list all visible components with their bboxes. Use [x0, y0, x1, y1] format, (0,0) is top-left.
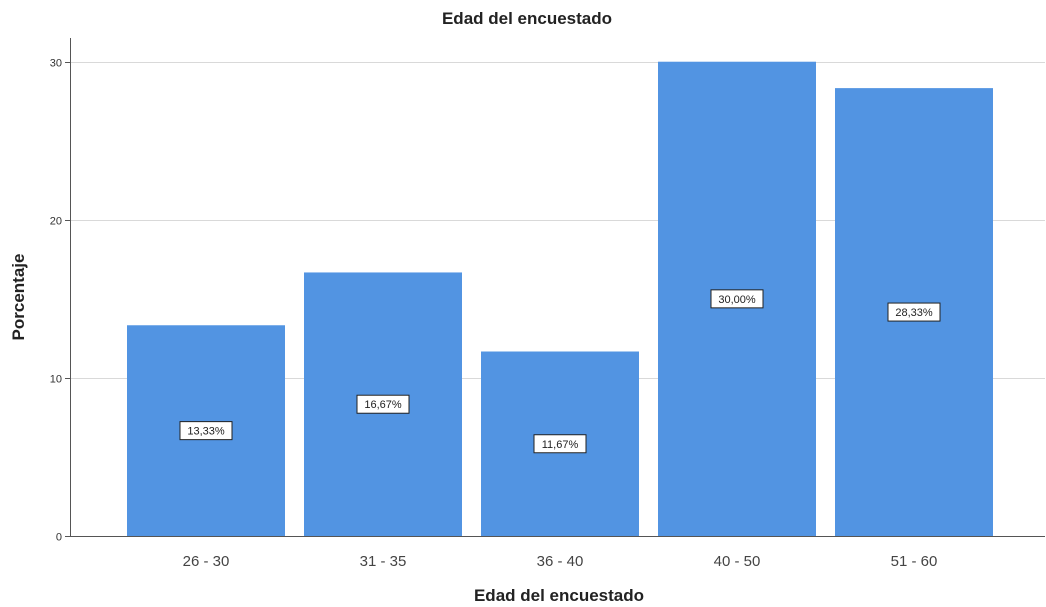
x-tick-label: 51 - 60 [891, 553, 938, 570]
data-label-box [179, 421, 233, 441]
data-label: 13,33% [187, 426, 225, 438]
y-tick-label-0: 0 [56, 532, 62, 544]
x-tick-label: 40 - 50 [714, 553, 761, 570]
data-label-box [887, 302, 941, 322]
x-axis-title: Edad del encuestado [474, 586, 644, 605]
x-axis-ticks: 26 - 30 31 - 35 36 - 40 40 - 50 51 - 60 [183, 553, 938, 570]
y-tick-label-10: 10 [50, 374, 62, 386]
data-label: 30,00% [718, 294, 756, 306]
data-label-box [533, 434, 587, 454]
data-label-box [710, 289, 764, 309]
data-label: 28,33% [895, 307, 933, 319]
data-label: 16,67% [364, 399, 402, 411]
data-label-box [356, 394, 410, 414]
data-label: 11,67% [542, 439, 579, 451]
x-tick-label: 36 - 40 [537, 553, 584, 570]
y-tick-label-20: 20 [50, 216, 62, 228]
data-labels: 13,33% 16,67% 11,67% 30,00% 28,33% [179, 289, 941, 454]
x-tick-label: 26 - 30 [183, 553, 230, 570]
y-axis-title: Porcentaje [9, 254, 28, 341]
bars-group [127, 61, 993, 537]
x-tick-label: 31 - 35 [360, 553, 407, 570]
y-tick-label-30: 30 [50, 58, 62, 70]
y-axis-ticks: 0 10 20 30 [50, 58, 70, 544]
chart-title: Edad del encuestado [442, 9, 612, 28]
